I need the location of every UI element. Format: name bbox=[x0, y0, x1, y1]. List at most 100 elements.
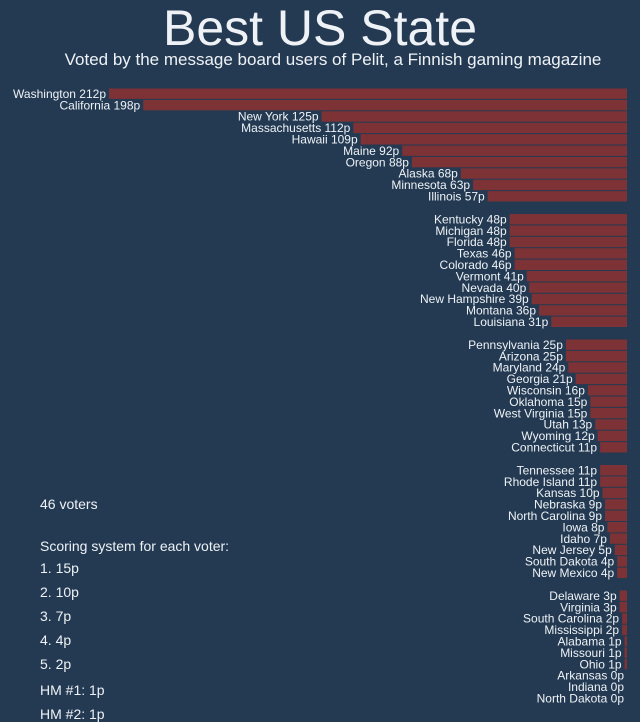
chart-subtitle: Voted by the message board users of Peli… bbox=[64, 50, 602, 69]
bar-label: California 198p bbox=[59, 98, 140, 112]
bar-label: North Dakota 0p bbox=[537, 692, 625, 706]
bar-nebraska bbox=[605, 499, 627, 510]
bar-kentucky bbox=[509, 214, 627, 225]
bar-delaware bbox=[619, 590, 627, 601]
bar-wisconsin bbox=[587, 385, 627, 396]
bar-tennessee bbox=[600, 465, 627, 476]
bar-new-mexico bbox=[617, 567, 627, 578]
bar-arizona bbox=[565, 350, 627, 362]
bar-louisiana bbox=[551, 316, 627, 327]
bar-label: New York 125p bbox=[238, 110, 319, 124]
scoring-3: 3. 7p bbox=[40, 608, 72, 624]
bar-label: Alabama 1p bbox=[558, 635, 622, 649]
bar-idaho bbox=[609, 533, 627, 544]
bar-utah bbox=[595, 419, 627, 430]
bar-label: Minnesota 63p bbox=[391, 178, 470, 192]
bar-nevada bbox=[529, 282, 627, 293]
bar-label: Nevada 40p bbox=[462, 281, 527, 295]
bar-label: Nebraska 9p bbox=[534, 498, 602, 512]
bar-alabama bbox=[624, 636, 627, 647]
bar-label: Oregon 88p bbox=[346, 155, 410, 169]
bar-label: Tennessee 11p bbox=[517, 463, 598, 477]
bar-maryland bbox=[568, 362, 627, 373]
bar-minnesota bbox=[473, 179, 627, 191]
bar-label: Maine 92p bbox=[343, 144, 399, 158]
bar-label: Ohio 1p bbox=[580, 657, 622, 671]
scoring-5: 5. 2p bbox=[40, 656, 72, 672]
bar-north-carolina bbox=[605, 510, 627, 521]
bar-label: Arizona 25p bbox=[499, 349, 563, 363]
bar-label: Florida 48p bbox=[447, 235, 507, 249]
bar-massachusetts bbox=[353, 122, 627, 134]
bar-michigan bbox=[509, 225, 627, 236]
bar-label: Rhode Island 11p bbox=[504, 475, 598, 489]
bar-maine bbox=[402, 145, 627, 156]
bar-label: Alaska 68p bbox=[398, 167, 458, 181]
bar-label: Delaware 3p bbox=[549, 589, 617, 603]
bar-georgia bbox=[575, 373, 627, 385]
bar-label: Michigan 48p bbox=[435, 224, 507, 238]
bar-montana bbox=[539, 305, 627, 316]
bar-ohio bbox=[624, 658, 627, 670]
bar-label: Washington 212p bbox=[13, 87, 106, 101]
bar-label: Texas 46p bbox=[457, 247, 512, 261]
voters-count: 46 voters bbox=[40, 496, 98, 512]
bar-wyoming bbox=[597, 430, 627, 442]
bar-colorado bbox=[514, 259, 627, 270]
bar-new-jersey bbox=[614, 544, 627, 556]
bar-pennsylvania bbox=[565, 339, 627, 350]
bar-illinois bbox=[487, 191, 627, 202]
scoring-hm1: HM #1: 1p bbox=[40, 682, 105, 698]
bar-label: Illinois 57p bbox=[428, 190, 485, 204]
scoring-4: 4. 4p bbox=[40, 632, 72, 648]
bar-label: New Jersey 5p bbox=[532, 543, 612, 557]
bar-oregon bbox=[411, 156, 627, 168]
bar-label: Indiana 0p bbox=[568, 680, 624, 694]
bar-label: Louisiana 31p bbox=[474, 315, 549, 329]
scoring-1: 1. 15p bbox=[40, 560, 79, 576]
bar-label: Pennsylvania 25p bbox=[468, 338, 563, 352]
chart-title: Best US State bbox=[162, 0, 478, 56]
bar-label: New Hampshire 39p bbox=[420, 292, 529, 306]
bar-south-dakota bbox=[617, 556, 627, 567]
bar-label: Colorado 46p bbox=[440, 258, 512, 272]
bar-label: Iowa 8p bbox=[562, 520, 604, 534]
bar-label: Kentucky 48p bbox=[434, 212, 507, 226]
bar-florida bbox=[509, 236, 627, 248]
bar-label: Kansas 10p bbox=[536, 486, 600, 500]
bar-label: Connecticut 11p bbox=[511, 441, 597, 455]
bar-label: Wyoming 12p bbox=[521, 429, 595, 443]
bar-label: Massachusetts 112p bbox=[241, 121, 350, 135]
bar-label: Mississippi 2p bbox=[544, 623, 619, 637]
bar-south-carolina bbox=[622, 613, 627, 624]
bar-label: West Virginia 15p bbox=[494, 406, 588, 420]
bar-mississippi bbox=[622, 624, 627, 636]
bar-kansas bbox=[602, 487, 627, 499]
bar-label: North Carolina 9p bbox=[508, 509, 602, 523]
bar-virginia bbox=[619, 601, 627, 613]
bar-vermont bbox=[526, 271, 627, 282]
bar-oklahoma bbox=[590, 396, 627, 407]
bar-texas bbox=[514, 248, 627, 259]
bar-alaska bbox=[460, 168, 627, 179]
bar-label: Missouri 1p bbox=[560, 646, 622, 660]
bar-label: Vermont 41p bbox=[456, 269, 524, 283]
bar-label: Utah 13p bbox=[544, 418, 593, 432]
bar-new-hampshire bbox=[531, 293, 627, 305]
bar-hawaii bbox=[360, 134, 627, 145]
bar-label: Arkansas 0p bbox=[557, 669, 624, 683]
scoring-title: Scoring system for each voter: bbox=[40, 538, 230, 554]
bar-label: Oklahoma 15p bbox=[509, 395, 587, 409]
bar-iowa bbox=[607, 522, 627, 533]
bar-rhode-island bbox=[600, 476, 627, 487]
scoring-hm2: HM #2: 1p bbox=[40, 706, 105, 722]
bar-label: Maryland 24p bbox=[493, 361, 566, 375]
bar-connecticut bbox=[600, 442, 627, 453]
scoring-2: 2. 10p bbox=[40, 584, 79, 600]
bar-washington bbox=[109, 88, 627, 99]
bar-label: South Dakota 4p bbox=[525, 555, 615, 569]
bar-label: Idaho 7p bbox=[560, 532, 607, 546]
bar-label: New Mexico 4p bbox=[532, 566, 614, 580]
bar-west-virginia bbox=[590, 407, 627, 419]
